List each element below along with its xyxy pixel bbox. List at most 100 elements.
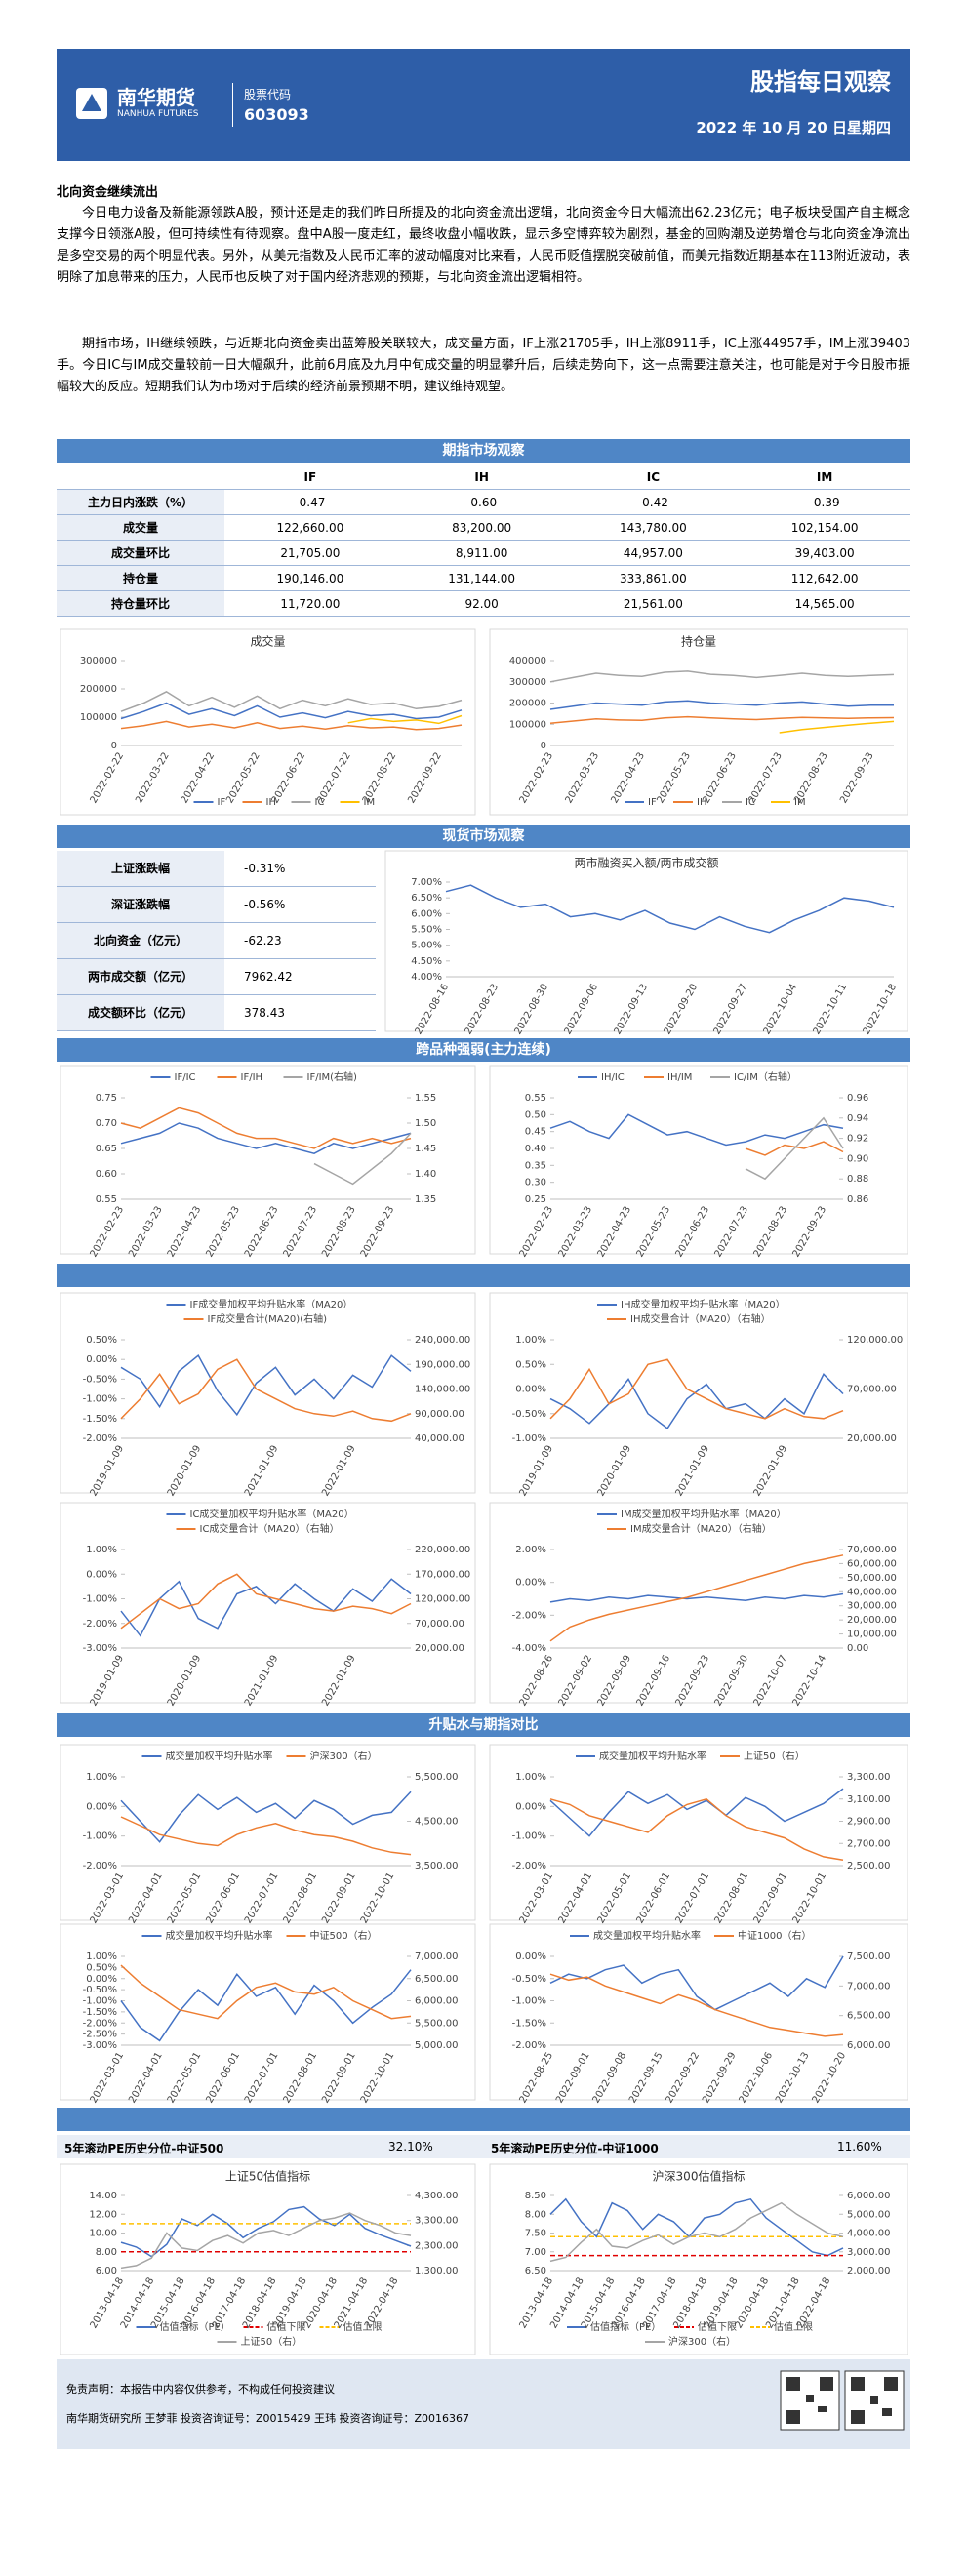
- y2-tick-label: 4,300.00: [415, 2191, 459, 2201]
- table-header-cell: IH: [395, 464, 568, 490]
- y-tick-label: -1.50%: [83, 2007, 117, 2018]
- legend-label: 上证50（右）: [241, 2335, 302, 2348]
- table-cell: 21,561.00: [567, 591, 740, 617]
- series-line: [745, 1116, 844, 1181]
- y-tick-label: -1.00%: [512, 1831, 546, 1842]
- y-tick-label: 0.55: [96, 1194, 117, 1205]
- y2-tick-label: 7,000.00: [415, 1952, 459, 1962]
- y2-tick-label: 1.35: [415, 1194, 436, 1205]
- legend-label: 中证1000（右）: [738, 1929, 811, 1942]
- y-tick-label: 0.00%: [86, 1569, 117, 1580]
- y2-tick-label: 90,000.00: [415, 1409, 464, 1420]
- stock-code: 603093: [244, 105, 309, 124]
- pe-label: 5年滚动PE历史分位-中证1000: [491, 2142, 659, 2155]
- series-line: [549, 1592, 844, 1603]
- series-line: [120, 2205, 412, 2258]
- legend-label: IC成交量加权平均升贴水率（MA20）: [190, 1508, 354, 1520]
- y-tick-label: -2.00%: [512, 1861, 546, 1872]
- y-tick-label: 12.00: [89, 2209, 117, 2220]
- series-line: [120, 1358, 412, 1423]
- y-tick-label: 14.00: [89, 2191, 117, 2201]
- pe-label: 5年滚动PE历史分位-中证500: [64, 2142, 224, 2155]
- qr-codes: [780, 2370, 905, 2431]
- table-cell: 7962.42: [224, 959, 376, 995]
- table-cell: 378.43: [224, 995, 376, 1031]
- y2-tick-label: 1.55: [415, 1093, 436, 1104]
- series-line: [549, 1554, 844, 1642]
- chart-title: 持仓量: [681, 634, 716, 649]
- y-tick-label: 300000: [80, 656, 117, 666]
- table-cell: 122,660.00: [224, 515, 396, 541]
- y-tick-label: 6.50%: [411, 893, 442, 904]
- legend-label: IC: [746, 797, 755, 808]
- y-tick-label: 0.00%: [86, 1974, 117, 1985]
- y-tick-label: 300000: [509, 677, 546, 688]
- series-line: [120, 1969, 412, 2042]
- y2-tick-label: 30,000.00: [847, 1601, 897, 1612]
- y-tick-label: 0.00%: [515, 1952, 546, 1962]
- y2-tick-label: 60,000.00: [847, 1558, 897, 1569]
- series-line: [779, 720, 895, 734]
- section-bar: 期指市场观察: [57, 439, 910, 463]
- pe-row: 5年滚动PE历史分位-中证500 32.10% 5年滚动PE历史分位-中证100…: [57, 2135, 910, 2158]
- y-tick-label: 5.50%: [411, 925, 442, 936]
- summary-heading: 北向资金继续流出: [57, 185, 159, 200]
- paragraph: 期指市场，IH继续领跌，与近期北向资金卖出蓝筹股关联较大，成交量方面，IF上涨2…: [57, 337, 910, 394]
- y-tick-label: -3.00%: [83, 2040, 117, 2051]
- legend-label: 成交量加权平均升贴水率: [599, 1750, 706, 1762]
- table-cell: -0.31%: [224, 851, 376, 887]
- y-tick-label: -4.00%: [512, 1643, 546, 1654]
- chart-frame: [60, 2163, 476, 2355]
- y2-tick-label: 5,500.00: [415, 1772, 459, 1783]
- y-tick-label: -1.00%: [512, 1996, 546, 2007]
- series-line: [120, 1964, 412, 2020]
- y2-tick-label: 140,000.00: [415, 1385, 470, 1395]
- series-line: [120, 1573, 412, 1630]
- y2-tick-label: 3,300.00: [415, 2216, 459, 2227]
- y2-tick-label: 7,500.00: [847, 1952, 891, 1962]
- y-tick-label: 7.00%: [411, 877, 442, 888]
- y-tick-label: 6.00: [96, 2266, 117, 2276]
- series-line: [549, 1955, 844, 2011]
- y-tick-label: 0.75: [96, 1093, 117, 1104]
- legend-label: IF: [218, 797, 226, 808]
- y-tick-label: 0.25: [525, 1194, 546, 1205]
- table-cell: 102,154.00: [739, 515, 910, 541]
- y2-tick-label: 2,900.00: [847, 1817, 891, 1828]
- y-tick-label: -0.50%: [83, 1985, 117, 1995]
- table-cell: -62.23: [224, 923, 376, 959]
- y-tick-label: 10.00: [89, 2229, 117, 2239]
- table-row-label: 持仓量环比: [57, 591, 224, 617]
- y-tick-label: 400000: [509, 656, 546, 666]
- y-tick-label: 100000: [80, 712, 117, 723]
- chart-frame: [60, 1292, 476, 1494]
- y-tick-label: 6.00%: [411, 908, 442, 919]
- y-tick-label: 4.00%: [411, 972, 442, 983]
- table-header-cell: IM: [739, 464, 910, 490]
- y2-tick-label: 120,000.00: [415, 1594, 470, 1605]
- legend-label: 中证500（右）: [310, 1929, 378, 1942]
- table-cell: 92.00: [395, 591, 568, 617]
- table-cell: 14,565.00: [739, 591, 910, 617]
- y2-tick-label: 6,000.00: [415, 1996, 459, 2007]
- legend-label: IH/IM: [667, 1072, 692, 1083]
- table-cell: -0.56%: [224, 887, 376, 923]
- legend-label: 估值指标（PE）: [160, 2320, 230, 2333]
- series-line: [549, 1788, 844, 1837]
- y2-tick-label: 40,000.00: [847, 1587, 897, 1597]
- logo-text: 南华期货: [117, 86, 195, 109]
- y2-tick-label: 50,000.00: [847, 1573, 897, 1584]
- legend-label: 估值上限: [343, 2320, 383, 2333]
- table-cell: 11,720.00: [224, 591, 396, 617]
- y2-tick-label: 2,300.00: [415, 2240, 459, 2251]
- logo-en: NANHUA FUTURES: [117, 109, 199, 119]
- y2-tick-label: 1.50: [415, 1118, 436, 1129]
- y2-tick-label: 5,000.00: [847, 2209, 891, 2220]
- legend-label: IF成交量合计(MA20)(右轴): [208, 1312, 328, 1325]
- code-label: 股票代码: [244, 88, 292, 101]
- chart-title: 上证50估值指标: [225, 2169, 310, 2184]
- y2-tick-label: 6,500.00: [847, 2011, 891, 2022]
- y2-tick-label: 4,000.00: [847, 2229, 891, 2239]
- table-cell: -0.42: [567, 490, 740, 515]
